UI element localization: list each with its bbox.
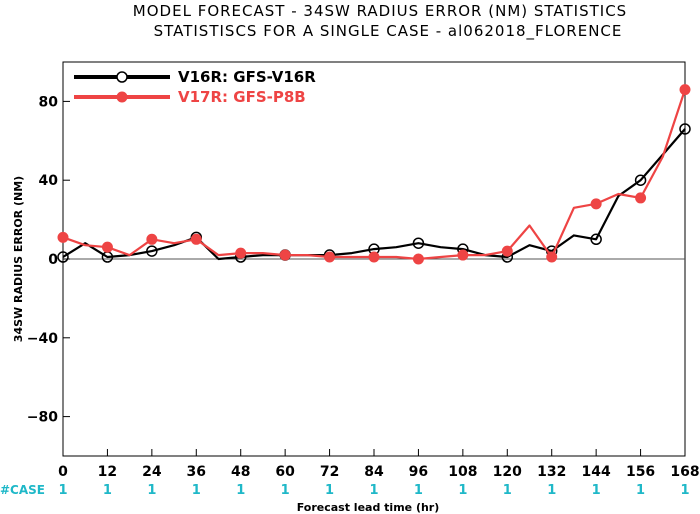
x-tick-label: 132 <box>537 464 566 480</box>
series-layer <box>57 84 691 265</box>
case-count: 1 <box>325 483 334 498</box>
series-point-1 <box>501 245 513 257</box>
legend: V16R: GFS-V16R V17R: GFS-P8B <box>74 68 316 106</box>
x-tick-label: 84 <box>364 464 384 480</box>
case-count: 1 <box>236 483 245 498</box>
x-axis: 0 12 24 36 48 60 72 84 96 108 120 132 144 156 168 <box>58 449 700 480</box>
case-count-row: 1 1 1 1 1 1 1 1 1 1 1 1 1 1 1 <box>58 483 689 498</box>
x-tick-label: 36 <box>187 464 206 480</box>
series-point-1 <box>635 192 647 204</box>
case-label: #CASE <box>0 483 45 497</box>
series-point-1 <box>457 249 469 261</box>
case-count: 1 <box>547 483 556 498</box>
case-count: 1 <box>58 483 67 498</box>
series-point-1 <box>679 84 691 96</box>
series-point-1 <box>412 253 424 265</box>
series-point-1 <box>324 251 336 263</box>
y-axis: 80 40 0 −40 −80 <box>27 94 70 426</box>
series-point-0 <box>57 251 69 263</box>
series-point-0 <box>590 233 602 246</box>
y-tick-label: 0 <box>48 252 58 268</box>
series-point-1 <box>57 231 69 243</box>
series-point-0 <box>634 174 647 186</box>
x-tick-label: 96 <box>409 464 428 480</box>
series-point-1 <box>190 233 202 245</box>
x-axis-title: Forecast lead time (hr) <box>297 501 440 514</box>
x-tick-label: 24 <box>142 464 162 480</box>
series-point-1 <box>368 251 380 263</box>
legend-label-v16r: V16R: GFS-V16R <box>178 68 316 86</box>
y-tick-label: −80 <box>27 410 58 426</box>
chart-title: MODEL FORECAST - 34SW RADIUS ERROR (NM) … <box>133 2 627 20</box>
series-point-1 <box>279 249 291 261</box>
series-point-0 <box>679 123 691 135</box>
case-count: 1 <box>103 483 112 498</box>
x-tick-label: 72 <box>320 464 339 480</box>
chart-subtitle: STATISTISCS FOR A SINGLE CASE - al062018… <box>154 22 623 41</box>
series-point-1 <box>590 198 602 210</box>
case-count: 1 <box>458 483 467 498</box>
series-point-0 <box>146 245 158 257</box>
legend-marker-v16r <box>116 71 128 83</box>
x-tick-label: 168 <box>670 464 699 480</box>
case-count: 1 <box>281 483 290 498</box>
case-count: 1 <box>592 483 601 498</box>
x-tick-label: 60 <box>275 464 295 480</box>
case-count: 1 <box>192 483 201 498</box>
case-count: 1 <box>369 483 378 498</box>
series-point-0 <box>412 237 425 249</box>
legend-label-v17r: V17R: GFS-P8B <box>178 88 306 106</box>
case-count: 1 <box>680 483 689 498</box>
series-point-1 <box>146 233 158 245</box>
y-tick-label: 80 <box>39 94 59 110</box>
x-tick-label: 144 <box>582 464 611 480</box>
y-tick-label: −40 <box>27 331 58 347</box>
series-point-1 <box>235 247 247 259</box>
x-tick-label: 0 <box>58 464 68 480</box>
x-tick-label: 156 <box>626 464 655 480</box>
case-count: 1 <box>147 483 156 498</box>
case-count: 1 <box>636 483 645 498</box>
series-point-1 <box>101 241 113 253</box>
case-count: 1 <box>503 483 512 498</box>
x-tick-label: 48 <box>231 464 250 480</box>
legend-marker-v17r <box>116 91 128 103</box>
x-tick-label: 108 <box>448 464 477 480</box>
case-count: 1 <box>414 483 423 498</box>
series-point-1 <box>546 251 558 263</box>
y-axis-title: 34SW RADIUS ERROR (NM) <box>12 176 25 342</box>
series-line-0 <box>62 128 686 261</box>
y-tick-label: 40 <box>39 173 59 189</box>
x-tick-label: 120 <box>493 464 522 480</box>
x-tick-label: 12 <box>98 464 117 480</box>
series-line-1 <box>62 89 687 261</box>
